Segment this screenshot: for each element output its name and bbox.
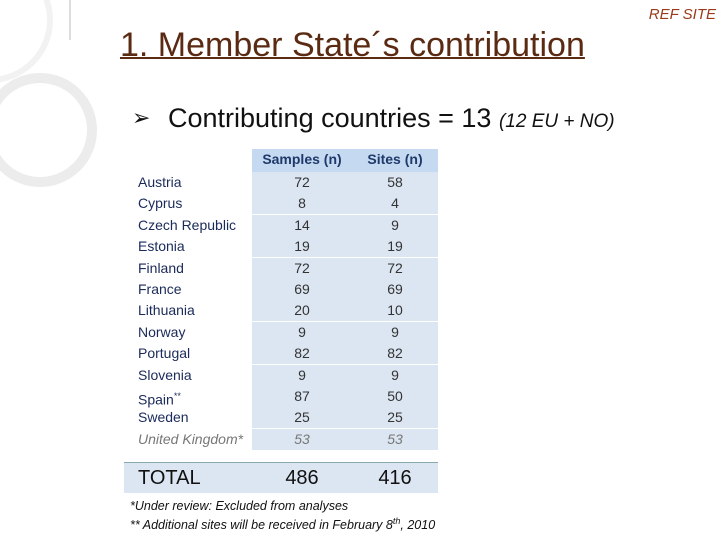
samples-cell: 72 [252,257,352,279]
country-cell: Norway [138,322,252,343]
table-row: United Kingdom* 53 53 [124,428,438,450]
table: Samples (n) Sites (n) Austria 72 58 Cyprus 8 4 C… [124,142,438,493]
total-samples: 486 [285,467,319,489]
country: Sweden [138,409,189,426]
footnote: ** Additional sites will be received in … [130,516,435,532]
header-cell: Sites (n) [352,149,438,172]
samples-cell: 19 [252,236,352,258]
sites-cell: 9 [352,364,438,386]
country-mark: ** [173,391,181,401]
ref-site: REF SITE [648,6,716,23]
country-cell: Estonia [138,236,252,257]
country-cell: Portugal [138,343,252,364]
header-cell: Samples (n) [252,149,352,172]
country-cell: United Kingdom* [138,429,252,450]
table-row: Slovenia 9 9 [124,364,438,386]
total-label: TOTAL [138,467,201,489]
samples-cell: 25 [252,407,352,429]
country-cell: Austria [138,172,252,193]
table-row: Sweden 25 25 [124,407,438,429]
country: Norway [138,323,186,340]
samples-cell: 69 [252,279,352,300]
samples-cell: 72 [252,172,352,193]
samples-cell: 82 [252,343,352,365]
footnote-sup: th [392,516,401,526]
sites-cell: 82 [352,343,438,365]
country-cell: Slovenia [138,365,252,386]
country: Lithuania [138,302,195,319]
bullet-main: Contributing countries = 13 [168,103,492,133]
country-cell: Sweden [138,407,252,428]
bullet-detail: (12 EU + NO) [498,111,615,132]
decoration [0,0,97,187]
total-sites: 416 [378,467,412,489]
country: Estonia [138,238,185,255]
table-row: Cyprus 8 4 [124,193,438,215]
bullet-icon: ➢ [132,105,151,130]
country: United Kingdom* [138,430,244,447]
footnote-text: ** Additional sites will be received in … [130,518,393,533]
table-row: Norway 9 9 [124,321,438,343]
samples-cell: 53 [252,428,352,450]
table-row: Finland 72 72 [124,257,438,279]
table-row: Czech Republic 14 9 [124,214,438,236]
header-row: Samples (n) Sites (n) [124,149,438,172]
footnote: *Under review: Excluded from analyses [130,499,349,513]
sites-cell: 19 [352,236,438,258]
country: Spain [138,391,174,408]
samples-cell: 9 [252,321,352,343]
bullet: ➢ Contributing countries = 13 (12 EU + N… [132,100,672,140]
samples-cell: 14 [252,214,352,236]
total-row: TOTAL 486 416 [124,462,438,493]
country-cell: Lithuania [138,300,252,321]
country: Austria [138,174,182,190]
table-row: Portugal 82 82 [124,343,438,365]
table-row: France 69 69 [124,279,438,300]
country: France [138,281,182,297]
footnote-text: , 2010 [400,518,436,533]
samples-cell: 9 [252,364,352,386]
country: Portugal [138,345,191,362]
samples-cell: 8 [252,193,352,215]
header-cell [138,149,252,172]
sites-cell: 25 [352,407,438,429]
country-cell: Cyprus [138,193,252,214]
country: Finland [138,259,184,276]
country-cell: France [138,279,252,300]
samples-cell: 20 [252,300,352,322]
country-cell: Spain** [138,386,252,408]
country-cell: Czech Republic [138,215,252,236]
sites-cell: 10 [352,300,438,322]
sites-cell: 72 [352,257,438,279]
table-row: Austria 72 58 [124,172,438,193]
table-row: Lithuania 20 10 [124,300,438,322]
sites-cell: 9 [352,214,438,236]
table-row: Spain** 87 50 [124,386,438,408]
sites-cell: 50 [352,386,438,407]
sites-cell: 58 [352,172,438,193]
samples-cell: 87 [252,386,352,407]
sites-cell: 9 [352,321,438,343]
table-row: Estonia 19 19 [124,236,438,258]
country-cell: Finland [138,258,252,279]
country: Czech Republic [138,216,237,233]
bullet-text: Contributing countries = 13 (12 EU + NO) [168,100,672,140]
country: Cyprus [138,195,183,212]
slide-title: 1. Member State´s contribution [120,26,585,64]
sites-cell: 53 [352,428,438,450]
country: Slovenia [138,366,192,383]
sites-cell: 69 [352,279,438,300]
sites-cell: 4 [352,193,438,215]
